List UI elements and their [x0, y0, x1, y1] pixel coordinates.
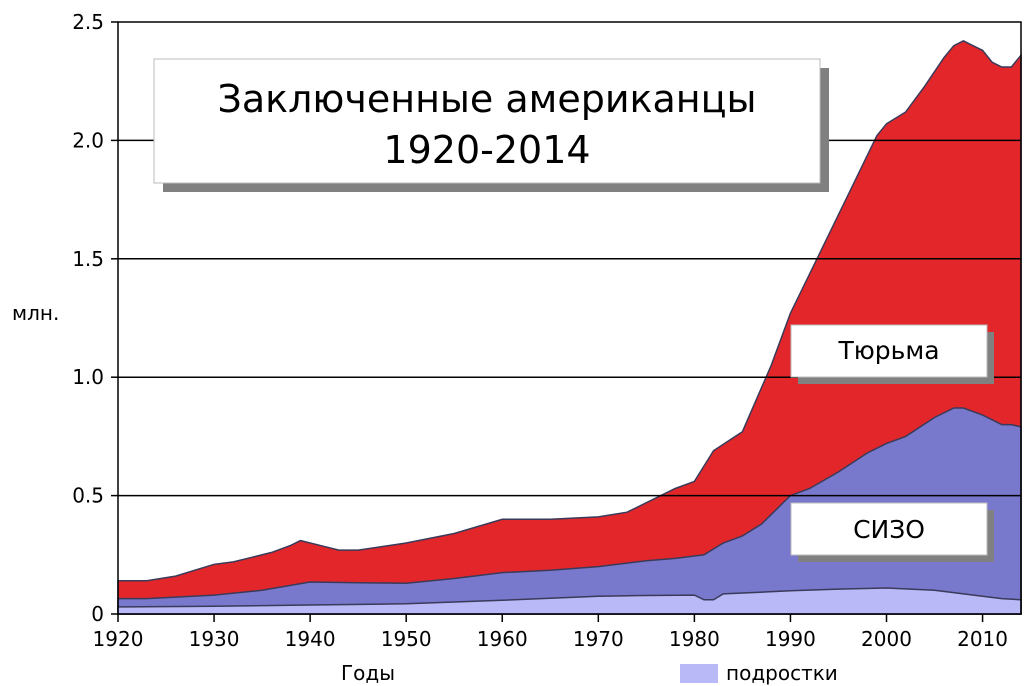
x-tick-label: 2010: [957, 627, 1008, 651]
prison-label-box: [790, 324, 988, 378]
x-tick-label: 2000: [861, 627, 912, 651]
x-tick-label: 1940: [285, 627, 336, 651]
x-axis-label: Годы: [341, 661, 395, 685]
x-tick-label: 1970: [573, 627, 624, 651]
area-series-group: [117, 40, 1022, 615]
y-axis-label: млн.: [12, 301, 59, 325]
jail-label-box: [790, 502, 988, 556]
jail-area: [117, 407, 1022, 615]
y-tick-label: 1.0: [72, 365, 104, 389]
y-tick-label: 2.0: [72, 128, 104, 152]
x-tick-label: 1930: [189, 627, 240, 651]
x-tick-label: 1950: [381, 627, 432, 651]
y-tick-label: 1.5: [72, 247, 104, 271]
prison-area: [117, 40, 1022, 615]
x-tick-label: 1960: [477, 627, 528, 651]
y-tick-label: 0: [91, 602, 104, 626]
y-tick-label: 2.5: [72, 10, 104, 34]
x-tick-label: 1990: [765, 627, 816, 651]
juvenile-area: [117, 587, 1022, 615]
prison-label: Тюрьма: [837, 336, 939, 365]
legend-swatch-juvenile: [680, 664, 718, 683]
chart-title-line1: Заключенные американцы: [218, 77, 757, 121]
axes: 0 0.5 1.0 1.5 2.0 2.5 1920 1930 1940 1950 1960 1970…: [72, 10, 1022, 651]
legend-label-juvenile: подростки: [726, 661, 838, 685]
plot-frame: [117, 21, 1022, 615]
x-tick-label: 1980: [669, 627, 720, 651]
x-tick-label: 1920: [93, 627, 144, 651]
y-tick-label: 0.5: [72, 484, 104, 508]
title-box: [153, 58, 821, 184]
chart-title-line2: 1920-2014: [383, 128, 590, 172]
jail-label: СИЗО: [853, 515, 925, 544]
